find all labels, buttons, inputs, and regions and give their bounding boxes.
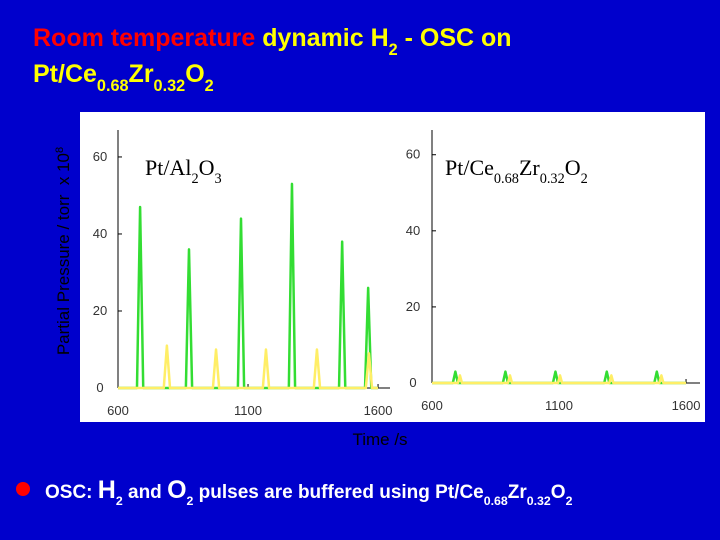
y-tick-label: 0 xyxy=(409,375,416,390)
slide-title-part: dynamic H xyxy=(255,24,388,52)
note-part: 2 xyxy=(116,494,123,508)
series-line xyxy=(118,344,379,390)
x-tick-label: 1100 xyxy=(234,403,262,418)
slide-title: Room temperature dynamic H2 - OSC on xyxy=(33,24,512,59)
y-tick-label: 40 xyxy=(93,226,107,241)
slide-title-part: Pt/Ce xyxy=(33,60,97,88)
chart-title-part: 2 xyxy=(581,171,588,187)
slide-title-part: 2 xyxy=(205,77,214,95)
chart-title-part: 2 xyxy=(191,171,198,187)
chart-title: Pt/Ce0.68Zr0.32O2 xyxy=(445,155,588,187)
note-part: and xyxy=(123,482,167,503)
x-tick-label: 1100 xyxy=(545,398,573,413)
slide-title-part: 2 xyxy=(389,41,398,59)
y-tick-label: 60 xyxy=(406,147,420,162)
note-part: O xyxy=(167,476,186,504)
note-part: O xyxy=(551,482,566,503)
note: OSC: H2 and O2 pulses are buffered using… xyxy=(45,476,573,508)
chart-title-part: Pt/Ce xyxy=(445,155,494,180)
note-part: OSC: xyxy=(45,482,98,503)
chart-title-part: O xyxy=(199,155,215,180)
slide-title-part: O xyxy=(185,60,204,88)
x-tick-label: 1600 xyxy=(364,403,393,418)
slide-title-part: Zr xyxy=(129,60,154,88)
note-part: 0.68 xyxy=(484,494,508,508)
y-axis-label: Partial Pressure / torr x 108 xyxy=(54,147,73,355)
chart-title-part: Pt/Al xyxy=(145,155,191,180)
slide-title: Pt/Ce0.68Zr0.32O2 xyxy=(33,60,214,95)
series-line xyxy=(432,370,687,385)
bullet xyxy=(16,482,30,496)
slide-title-part: Room temperature xyxy=(33,24,255,52)
chart-title-part: 0.32 xyxy=(540,171,565,187)
x-tick-label: 600 xyxy=(421,398,443,413)
note-part: pulses are buffered using Pt/Ce xyxy=(193,482,483,503)
chart-title-part: O xyxy=(565,155,581,180)
chart-title-part: Zr xyxy=(519,155,540,180)
note-part: Zr xyxy=(508,482,528,503)
x-tick-label: 600 xyxy=(107,403,129,418)
slide-title-part: - OSC on xyxy=(398,24,512,52)
chart-title-part: 3 xyxy=(215,171,222,187)
y-axis-label-part: 8 xyxy=(54,147,66,153)
series-line xyxy=(432,374,687,385)
slide-title-part: 0.32 xyxy=(154,77,186,95)
y-tick-label: 0 xyxy=(96,380,103,395)
y-tick-label: 60 xyxy=(93,149,107,164)
y-axis-label-part: Partial Pressure / torr x 10 xyxy=(54,153,73,355)
note-part: 0.32 xyxy=(527,494,551,508)
chart-title: Pt/Al2O3 xyxy=(145,155,222,187)
slide-title-part: 0.68 xyxy=(97,77,129,95)
note-part: 2 xyxy=(187,494,194,508)
y-tick-label: 20 xyxy=(406,299,420,314)
chart-title-part: 0.68 xyxy=(494,171,519,187)
plot-panel xyxy=(80,112,705,422)
note-part: 2 xyxy=(566,494,573,508)
x-tick-label: 1600 xyxy=(672,398,701,413)
note-part: H xyxy=(98,476,116,504)
y-tick-label: 20 xyxy=(93,303,107,318)
x-axis-label: Time /s xyxy=(352,430,407,449)
y-tick-label: 40 xyxy=(406,223,420,238)
